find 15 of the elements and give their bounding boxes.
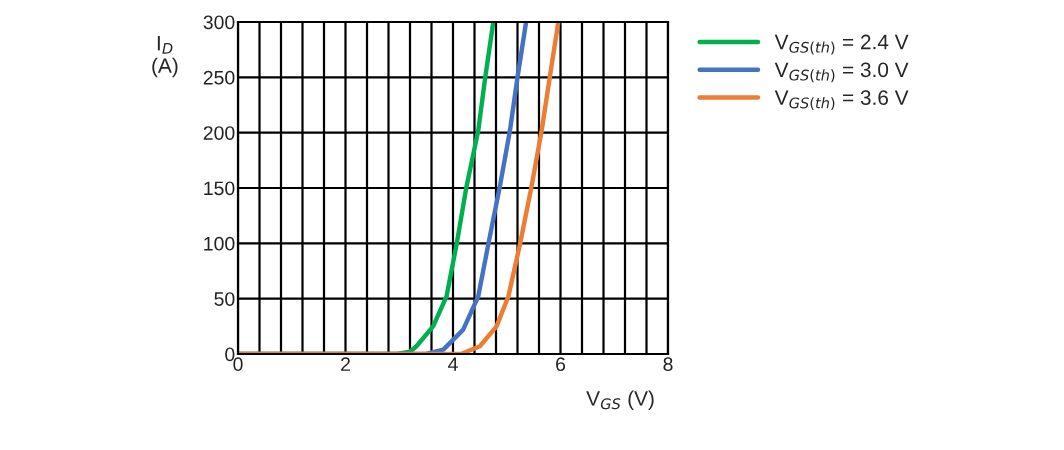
x-tick-label: 4 xyxy=(448,357,458,371)
legend-label: V$_{GS(th)}$ = 3.6 V xyxy=(774,90,909,111)
y-tick-label: 50 xyxy=(214,292,235,306)
x-tick-label: 2 xyxy=(341,357,350,371)
x-axis-title: V$_{GS}$ (V) xyxy=(586,390,654,410)
x-tick-label: 6 xyxy=(556,357,566,372)
legend-label: V$_{GS(th)}$ = 3.0 V xyxy=(774,62,909,83)
y-tick-label: 150 xyxy=(204,181,235,196)
legend-label: V$_{GS(th)}$ = 2.4 V xyxy=(774,34,909,55)
y-axis-title: I$_{D}$ (A) xyxy=(152,36,178,78)
x-tick-label: 8 xyxy=(663,357,673,372)
y-tick-label: 250 xyxy=(203,70,235,85)
y-tick-label: 200 xyxy=(203,126,235,140)
y-tick-label: 100 xyxy=(204,236,235,251)
y-tick-label: 300 xyxy=(203,15,235,30)
